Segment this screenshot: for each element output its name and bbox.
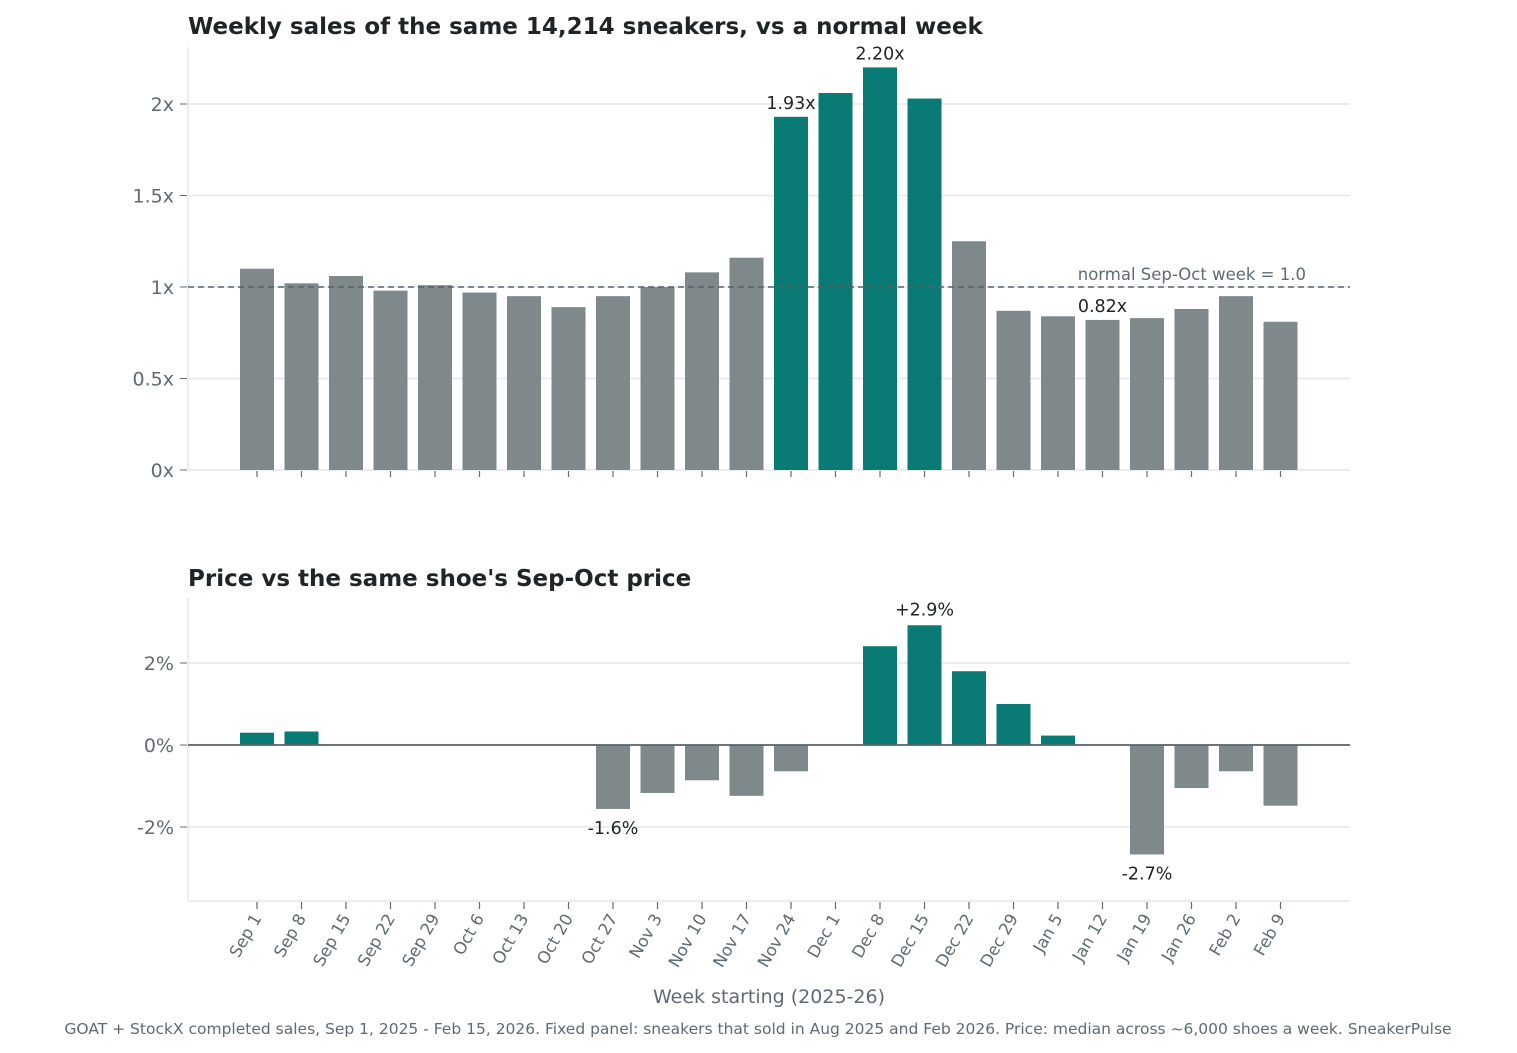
reference-line-label: normal Sep-Oct week = 1.0 [1078,265,1306,284]
price-bar [284,731,319,745]
sales-bar [1041,316,1075,470]
x-tick-label: Nov 24 [754,911,800,971]
x-tick-label: Dec 29 [976,911,1022,971]
x-tick-label: Sep 8 [270,911,310,961]
sales-bar [596,296,630,470]
x-tick-label: Dec 22 [932,911,978,971]
price-bar [863,646,897,745]
price-bar-annotation: -2.7% [1122,864,1173,884]
price-bar [907,625,942,745]
sales-bar [729,257,764,470]
sales-bar [418,285,452,470]
sales-bar [640,287,675,470]
y-tick-label: 0.5x [133,369,174,391]
x-tick-label: Jan 5 [1029,911,1067,957]
sales-bar [952,241,986,470]
sales-bar [1085,319,1120,470]
y-tick-label: 0% [144,735,174,757]
x-tick-label: Oct 6 [449,911,488,959]
y-tick-label: 1.5x [133,186,174,208]
sales-bar [774,116,808,470]
x-tick-label: Jan 12 [1068,911,1111,966]
footnote: GOAT + StockX completed sales, Sep 1, 20… [64,1020,1451,1038]
x-tick-label: Sep 29 [398,911,443,970]
sales-bar [284,283,319,470]
sales-bar [1130,318,1164,470]
price-bar [240,732,274,745]
price-bar [1174,745,1209,789]
x-tick-label: Sep 22 [354,911,399,970]
y-tick-label: -2% [137,817,174,839]
sales-bar-annotation: 2.20x [855,44,904,64]
sales-bar [685,272,719,470]
y-tick-label: 1x [151,277,174,299]
x-axis-label: Week starting (2025-26) [653,986,885,1008]
x-tick-label: Jan 19 [1113,911,1156,966]
price-bar [1041,735,1075,745]
price-bar [952,671,986,745]
sales-bar-annotation: 0.82x [1078,297,1127,317]
price-bar [774,745,808,772]
x-tick-label: Nov 17 [709,911,755,971]
sales-bar [1174,308,1209,470]
x-tick-label: Sep 15 [309,911,354,970]
sales-bar-annotation: 1.93x [766,94,815,114]
sales-bar [507,296,541,470]
price-bar-annotation: -1.6% [588,819,639,839]
sales-bar [818,93,853,471]
price-bar [596,745,630,809]
price-bar [1219,745,1253,772]
x-tick-label: Nov 3 [626,911,666,962]
x-tick-label: Oct 20 [533,911,577,968]
sales-bar [907,98,942,470]
sales-bar [329,276,363,470]
y-tick-label: 2% [144,653,174,675]
x-tick-label: Feb 2 [1206,911,1245,959]
sales-bar [996,310,1031,470]
sales-panel: 0x 0.5x 1x 1.5x 2x normal Sep-Oct week = 1.0 1… [133,44,1350,482]
x-tick-label: Oct 27 [578,911,622,968]
x-tick-label: Sep 1 [226,911,266,961]
x-tick-label: Dec 8 [848,911,888,962]
price-panel: -2% 0% 2% Sep 1 Sep 8 Sep 15 Sep 22 Sep 29 Oct 6… [137,598,1350,971]
sales-bar [1219,296,1253,470]
sales-chart-title: Weekly sales of the same 14,214 sneakers… [188,14,983,40]
x-tick-label: Dec 15 [887,911,933,971]
sales-bar [373,290,408,470]
y-tick-label: 2x [151,94,174,116]
x-tick-label: Oct 13 [489,911,533,968]
sales-bar [462,292,497,470]
sales-bar [551,307,586,470]
price-chart-title: Price vs the same shoe's Sep-Oct price [188,566,691,592]
sales-bar [240,268,274,470]
price-bar [685,745,719,781]
x-tick-label: Nov 10 [665,911,711,971]
price-bar-annotation: +2.9% [895,600,954,620]
sales-bar [1263,321,1298,470]
sales-bar [863,67,897,471]
price-bar [729,745,764,796]
price-bar [640,745,675,793]
x-tick-label: Feb 9 [1250,911,1289,959]
price-bar [1263,745,1298,806]
y-tick-label: 0x [151,460,174,482]
x-tick-label: Dec 1 [804,911,844,962]
price-bar [1130,745,1164,855]
price-bar [996,704,1031,745]
x-tick-label: Jan 26 [1157,911,1200,966]
